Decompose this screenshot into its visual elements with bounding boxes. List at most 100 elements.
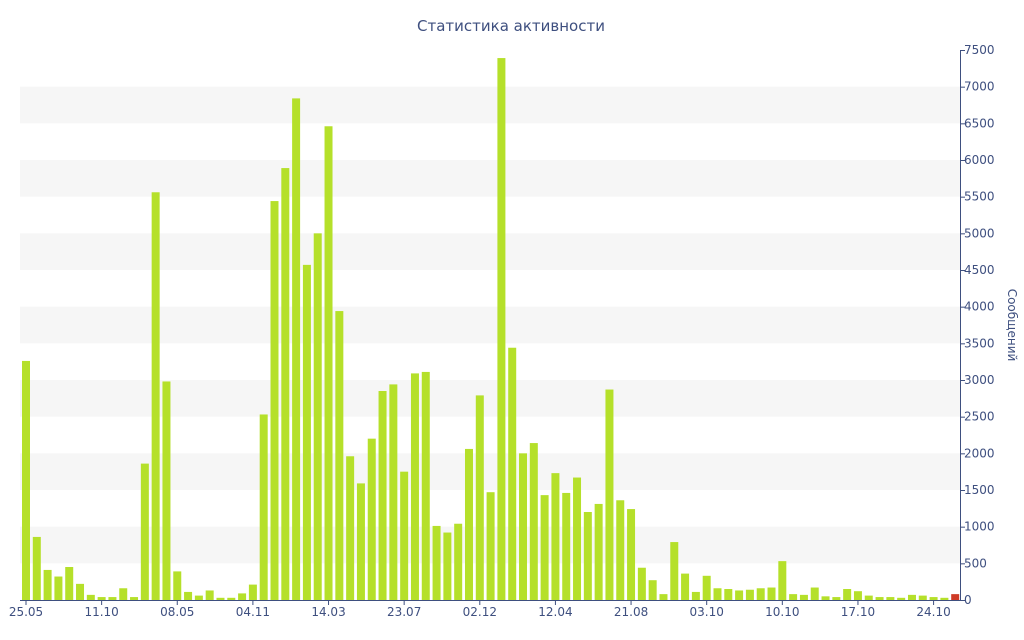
bar[interactable]: [605, 389, 614, 600]
x-tick-label: 23.07: [387, 605, 421, 619]
bar[interactable]: [184, 591, 193, 600]
y-tick-label: 5500: [964, 190, 995, 204]
bar[interactable]: [497, 58, 506, 601]
bar[interactable]: [832, 597, 841, 600]
bar[interactable]: [119, 588, 128, 600]
bar[interactable]: [789, 594, 798, 600]
bar[interactable]: [346, 456, 355, 600]
bar[interactable]: [22, 360, 30, 600]
bar[interactable]: [929, 597, 938, 600]
bar[interactable]: [475, 395, 484, 600]
bar[interactable]: [616, 500, 625, 600]
bar[interactable]: [205, 590, 214, 600]
bar[interactable]: [627, 509, 636, 600]
bar[interactable]: [724, 589, 733, 600]
bar[interactable]: [108, 597, 117, 600]
bar[interactable]: [378, 391, 387, 600]
bar[interactable]: [173, 571, 182, 600]
bar[interactable]: [659, 594, 668, 600]
bar[interactable]: [270, 201, 279, 601]
bar[interactable]: [313, 233, 322, 601]
y-tick-label: 7000: [964, 80, 995, 94]
bar[interactable]: [140, 463, 149, 600]
bar[interactable]: [410, 373, 419, 600]
bar[interactable]: [281, 168, 290, 601]
bar[interactable]: [259, 414, 268, 600]
x-tick-label: 11.10: [84, 605, 118, 619]
bar[interactable]: [519, 453, 528, 600]
bar[interactable]: [302, 264, 311, 600]
bar[interactable]: [76, 583, 85, 600]
bar[interactable]: [583, 512, 592, 600]
bar[interactable]: [32, 536, 41, 600]
bar[interactable]: [529, 443, 538, 600]
bar[interactable]: [897, 597, 906, 600]
bar[interactable]: [97, 597, 106, 600]
bar[interactable]: [162, 381, 171, 600]
y-tick-label: 1500: [964, 483, 995, 497]
bar[interactable]: [562, 492, 571, 600]
bar[interactable]: [821, 596, 830, 600]
bar[interactable]: [292, 98, 301, 601]
bar[interactable]: [843, 589, 852, 600]
bar[interactable]: [648, 580, 657, 600]
bar[interactable]: [65, 567, 74, 600]
bar[interactable]: [540, 495, 549, 600]
bar[interactable]: [43, 569, 52, 600]
bar[interactable]: [810, 587, 819, 600]
bar[interactable]: [216, 597, 225, 600]
bar[interactable]: [637, 567, 646, 600]
bar[interactable]: [670, 542, 679, 600]
bar[interactable]: [918, 595, 927, 600]
y-tick-label: 2000: [964, 446, 995, 460]
x-axis-ticks: 25.05 11.10 08.05 04.11 14.03 23.07 02.12 12.04…: [9, 600, 951, 619]
bar[interactable]: [713, 588, 722, 600]
bar[interactable]: [54, 576, 63, 600]
bar[interactable]: [356, 483, 365, 600]
x-tick-label: 04.11: [236, 605, 270, 619]
bar[interactable]: [130, 597, 139, 600]
bar[interactable]: [799, 594, 808, 600]
bar[interactable]: [864, 595, 873, 600]
bar[interactable]: [335, 311, 344, 600]
bar[interactable]: [324, 126, 333, 601]
bar[interactable]: [389, 384, 398, 600]
y-tick-label: 4500: [964, 263, 995, 277]
bar[interactable]: [691, 591, 700, 600]
bar[interactable]: [594, 503, 603, 600]
bar[interactable]: [853, 591, 862, 600]
bar[interactable]: [573, 477, 582, 600]
bar[interactable]: [464, 448, 473, 600]
bar[interactable]: [551, 473, 560, 600]
bar[interactable]: [432, 525, 441, 600]
bar[interactable]: [421, 371, 430, 600]
bar[interactable]: [702, 575, 711, 600]
bar[interactable]: [86, 594, 95, 600]
x-tick-label: 10.10: [765, 605, 799, 619]
bar[interactable]: [151, 192, 160, 600]
bars-group: [22, 58, 960, 601]
x-tick-label: 24.10: [916, 605, 950, 619]
bar[interactable]: [940, 597, 949, 600]
bar[interactable]: [681, 573, 690, 600]
bar[interactable]: [778, 561, 787, 600]
bar[interactable]: [886, 597, 895, 600]
bar[interactable]: [194, 595, 203, 600]
bar[interactable]: [400, 471, 409, 600]
bar[interactable]: [756, 588, 765, 600]
bar[interactable]: [767, 587, 776, 600]
bar[interactable]: [486, 492, 495, 600]
bar[interactable]: [951, 594, 960, 600]
bar[interactable]: [508, 347, 517, 600]
bar[interactable]: [443, 532, 452, 600]
bar[interactable]: [238, 593, 247, 600]
bar[interactable]: [227, 597, 236, 600]
bar[interactable]: [735, 590, 744, 600]
bar[interactable]: [875, 597, 884, 600]
bar[interactable]: [745, 589, 754, 600]
bar[interactable]: [367, 438, 376, 600]
bar[interactable]: [907, 594, 916, 600]
bar[interactable]: [454, 523, 463, 600]
bar[interactable]: [248, 584, 257, 600]
